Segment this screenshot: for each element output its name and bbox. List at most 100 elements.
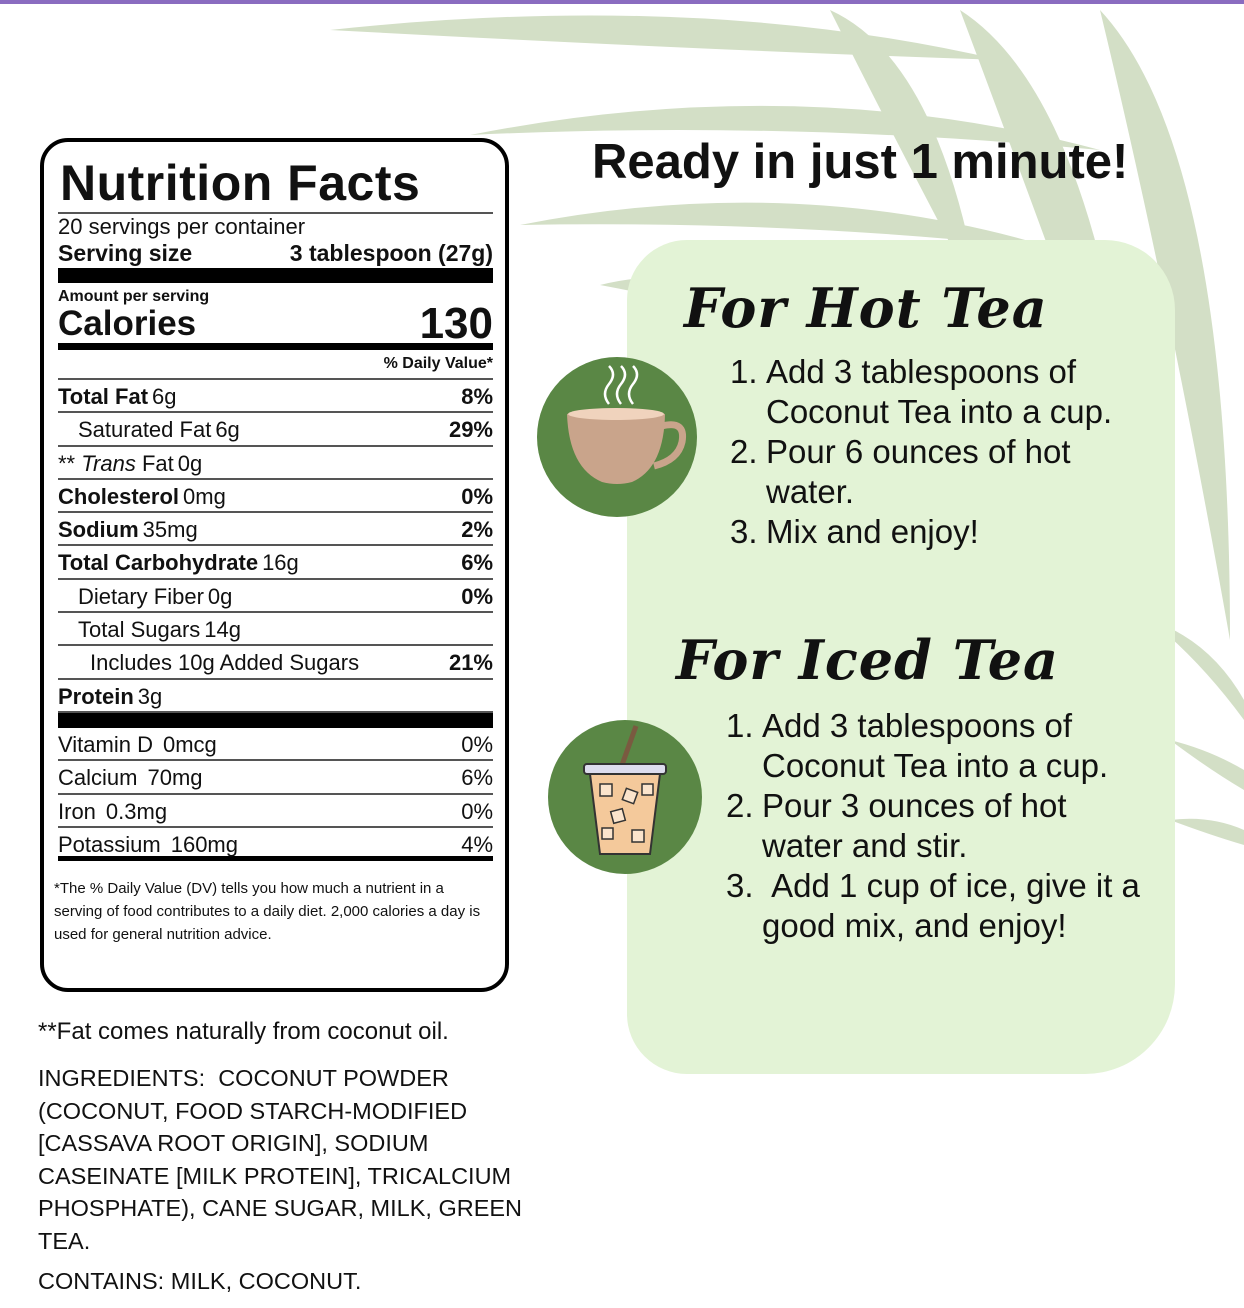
step-text: Add 1 cup of ice, give it a good mix, an… <box>762 867 1150 944</box>
nutrient-amount: 6g <box>215 417 240 443</box>
hot-cup-icon <box>537 357 697 517</box>
nutrition-facts-label: Nutrition Facts 20 servings per containe… <box>40 138 509 992</box>
vitamin-name: Iron 0.3mg <box>58 795 167 826</box>
nutrient-row: Dietary Fiber 0g 0% <box>58 580 493 614</box>
nutrient-daily-value: 2% <box>461 517 493 543</box>
nutrient-name: Includes 10g Added Sugars <box>58 646 363 677</box>
nutrient-name: Total Fat 6g <box>58 380 177 411</box>
nutrient-daily-value: 8% <box>461 384 493 409</box>
step-item: 3. Mix and enjoy! <box>730 512 1150 552</box>
headline: Ready in just 1 minute! <box>592 135 1129 189</box>
nutrient-daily-value: 0% <box>461 583 493 609</box>
nutrient-name: Protein 3g <box>58 680 162 711</box>
nutrient-amount: 0mg <box>183 483 226 509</box>
nutrient-row: Saturated Fat 6g 29% <box>58 413 493 447</box>
nutrient-label: Includes 10g Added Sugars <box>90 650 360 676</box>
nutrient-amount: 6g <box>152 384 177 409</box>
step-text: Add 3 tablespoons of Coconut Tea into a … <box>762 707 1109 784</box>
step-number: 3. <box>730 513 758 550</box>
nutrient-label: Total Carbohydrate <box>58 550 259 576</box>
nutrient-label: Total Sugars <box>78 617 201 643</box>
nutrient-label: Sodium <box>58 517 139 543</box>
step-item: 1. Add 3 tablespoons of Coconut Tea into … <box>726 706 1146 786</box>
ingredients-label: INGREDIENTS: <box>38 1065 206 1091</box>
nutrient-amount: 16g <box>262 550 299 576</box>
nutrient-label: Protein <box>58 683 134 709</box>
servings-per-container: 20 servings per container <box>58 214 306 239</box>
serving-size: Serving size 3 tablespoon (27g) <box>58 240 493 266</box>
vitamin-daily-value: 6% <box>461 765 493 791</box>
step-number: 1. <box>726 707 754 744</box>
vitamin-row: Potassium 160mg 4% <box>58 828 493 862</box>
nutrient-amount: 14g <box>204 617 242 643</box>
step-item: 2. Pour 6 ounces of hot water. <box>730 432 1150 512</box>
trans-prefix: ** <box>58 450 82 476</box>
nutrient-row: Total Fat 6g 8% <box>58 380 493 414</box>
instructions-panel <box>627 240 1175 1074</box>
nutrient-amount: 0g <box>207 583 233 609</box>
vitamin-name: Vitamin D 0mcg <box>58 728 217 759</box>
nutrient-daily-value: 0% <box>461 483 493 509</box>
step-text: Mix and enjoy! <box>766 513 979 550</box>
ingredients-text: COCONUT POWDER (COCONUT, FOOD STARCH-MOD… <box>38 1065 523 1254</box>
step-item: 1. Add 3 tablespoons of Coconut Tea into … <box>730 352 1150 432</box>
nutrient-daily-value: 29% <box>448 417 493 443</box>
vitamin-daily-value: 0% <box>461 731 493 757</box>
vitamin-daily-value: 0% <box>461 798 493 824</box>
top-accent-bar <box>0 0 1244 4</box>
vitamin-rows: Vitamin D 0mcg 0% Calcium 70mg 6% Iron 0.3mg 0% P… <box>58 728 493 862</box>
nutrient-name: Total Sugars 14g <box>58 613 241 644</box>
nutrient-name: Sodium 35mg <box>58 513 198 544</box>
nutrient-label: Dietary Fiber <box>78 583 204 609</box>
nutrient-name: Saturated Fat 6g <box>58 413 240 444</box>
step-number: 2. <box>726 787 754 824</box>
vitamin-amount: 0.3mg <box>105 798 168 824</box>
vitamin-label: Potassium <box>58 831 161 857</box>
contains-label: CONTAINS: <box>38 1268 165 1294</box>
iced-cup-icon <box>548 720 702 874</box>
nutrient-amount: 35mg <box>142 517 198 543</box>
hot-tea-steps: 1. Add 3 tablespoons of Coconut Tea into … <box>730 352 1150 552</box>
nutrient-name: Dietary Fiber 0g <box>58 580 232 611</box>
trans-suffix: Fat <box>135 450 174 476</box>
nutrient-row: Cholesterol 0mg 0% <box>58 480 493 514</box>
vitamin-amount: 160mg <box>170 831 238 857</box>
daily-value-header: % Daily Value* <box>58 350 493 380</box>
step-item: 2. Pour 3 ounces of hot water and stir. <box>726 786 1146 866</box>
amount-per-serving: Amount per serving <box>58 288 210 305</box>
step-text: Add 3 tablespoons of Coconut Tea into a … <box>766 353 1113 430</box>
fat-note: **Fat comes naturally from coconut oil. <box>38 1018 449 1045</box>
step-text: Pour 6 ounces of hot water. <box>766 433 1080 510</box>
allergens: CONTAINS: MILK, COCONUT. <box>38 1268 361 1295</box>
divider <box>58 268 493 283</box>
trans-label: Trans <box>81 450 136 476</box>
vitamin-name: Potassium 160mg <box>58 828 238 857</box>
nutrient-row: Sodium 35mg 2% <box>58 513 493 547</box>
nutrient-daily-value: 6% <box>461 550 493 576</box>
vitamin-label: Calcium <box>58 765 138 791</box>
vitamin-label: Vitamin D <box>58 731 153 757</box>
vitamin-label: Iron <box>58 798 96 824</box>
vitamin-row: Iron 0.3mg 0% <box>58 795 493 828</box>
step-item: 3. Add 1 cup of ice, give it a good mix,… <box>726 866 1146 946</box>
daily-value-footnote: *The % Daily Value (DV) tells you how mu… <box>54 880 481 944</box>
vitamin-row: Vitamin D 0mcg 0% <box>58 728 493 762</box>
nutrient-amount: 3g <box>137 683 163 709</box>
iced-tea-title: For Iced Tea <box>676 628 1060 692</box>
nutrient-name: Total Carbohydrate 16g <box>58 546 299 577</box>
nutrient-name: Cholesterol 0mg <box>58 480 226 511</box>
step-number: 3. <box>726 867 754 904</box>
step-text: Pour 3 ounces of hot water and stir. <box>762 787 1076 864</box>
step-number: 2. <box>730 433 758 470</box>
nutrient-label: Saturated Fat <box>78 417 212 443</box>
vitamin-amount: 0mcg <box>162 731 217 757</box>
calories-label: Calories <box>58 304 197 343</box>
serving-size-value: 3 tablespoon (27g) <box>289 240 493 266</box>
nutrient-row: Protein 3g <box>58 680 493 713</box>
nutrient-daily-value: 21% <box>448 650 493 676</box>
ingredients: INGREDIENTS: COCONUT POWDER (COCONUT, FO… <box>38 1062 538 1257</box>
nutrient-name: ** Trans Fat 0g <box>58 447 202 478</box>
nutrient-amount: 0g <box>177 450 203 476</box>
vitamin-daily-value: 4% <box>461 831 493 857</box>
vitamin-name: Calcium 70mg <box>58 761 203 792</box>
